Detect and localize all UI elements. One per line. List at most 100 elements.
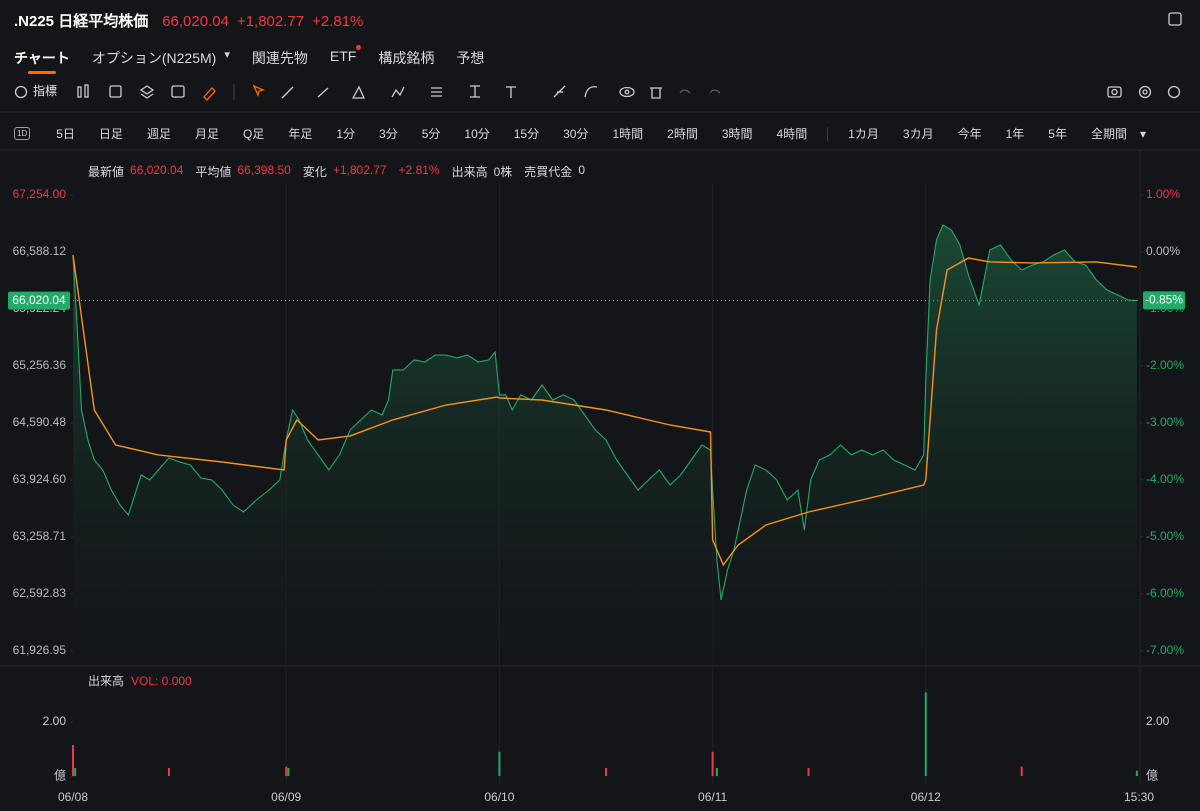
volume-tick-label: 2.00 — [43, 714, 67, 728]
interval-button[interactable]: 5分 — [421, 127, 441, 141]
last-pct-box — [1143, 291, 1185, 310]
header: .N225 日経平均株価 66,020.04 +1,802.77 +2.81% — [14, 10, 363, 31]
tab[interactable]: ETF — [330, 45, 362, 74]
last-pct-label: -0.85% — [1145, 293, 1183, 307]
y-tick-label: 61,926.95 — [13, 643, 67, 657]
volume-bar — [605, 767, 607, 777]
info-bar: 最新値 66,020.04 平均値 66,398.50 変化 +1,802.77 +2.81… — [88, 163, 591, 180]
info-value: 0株 — [493, 165, 513, 179]
volume-bar — [285, 766, 288, 777]
info-label: 平均値 — [195, 165, 232, 179]
range-button[interactable]: 1カ月 — [848, 127, 879, 141]
dropdown-arrow[interactable]: ▾ — [224, 49, 230, 61]
price-area — [73, 224, 1137, 665]
volume-bar — [1020, 766, 1023, 777]
x-tick-label: 06/12 — [911, 790, 941, 804]
last-value-box — [8, 291, 70, 310]
info-value: 66,398.50 — [237, 163, 291, 177]
interval-button[interactable]: 3時間 — [721, 127, 753, 141]
y2-tick-label: -7.00% — [1146, 643, 1184, 657]
x-tick-label: 15:30 — [1124, 790, 1154, 804]
change-pct: +2.81% — [312, 13, 364, 30]
volume-bar — [72, 745, 74, 777]
info-label: 出来高 — [451, 165, 488, 179]
volume-bar — [287, 767, 290, 777]
indicator-button[interactable]: 指標 — [33, 83, 57, 98]
range-button[interactable]: 全期間 — [1090, 127, 1127, 141]
average-line — [72, 254, 1137, 567]
info-value: 0 — [578, 163, 585, 177]
interval-button[interactable]: 30分 — [563, 127, 589, 141]
y-tick-label: 63,924.60 — [13, 472, 67, 486]
tab[interactable]: 構成銘柄 — [378, 50, 435, 66]
timeframes: 1D 5日 日足 週足 月足 Q足 年足 1分 3分 5分 10分 15分 30分 1時間 2時間 3時間 4… — [14, 121, 1147, 146]
info-label: 変化 — [302, 165, 327, 179]
interval-button[interactable]: 年足 — [288, 127, 313, 141]
y2-tick-label: 0.00% — [1146, 244, 1180, 258]
tab[interactable]: 関連先物 — [251, 50, 308, 66]
volume-title: 出来高 — [88, 674, 124, 688]
x-tick-label: 06/10 — [484, 790, 514, 804]
tab[interactable]: 予想 — [456, 50, 485, 66]
volume-subtitle: VOL: 0.000 — [131, 674, 192, 688]
y2-tick-label: -6.00% — [1146, 586, 1184, 600]
interval-button[interactable]: Q足 — [242, 127, 265, 141]
volume-bar — [1135, 770, 1138, 777]
interval-button[interactable]: 2時間 — [667, 127, 698, 141]
y-tick-label: 66,588.12 — [13, 244, 67, 258]
volume-tick-label: 億 — [54, 768, 66, 782]
y2-tick-label: -3.00% — [1146, 415, 1184, 429]
interval-button[interactable]: 1時間 — [612, 127, 644, 141]
interval-button[interactable]: 月足 — [194, 127, 219, 141]
info-value: +1,802.77 — [332, 163, 387, 177]
range-button[interactable]: 今年 — [957, 127, 982, 141]
y-tick-label: 65,256.36 — [13, 358, 67, 372]
y2-tick-label: -4.00% — [1146, 472, 1184, 486]
tab[interactable]: オプション(N225M) — [91, 50, 217, 66]
volume-bar — [498, 751, 501, 777]
volume-bar — [807, 767, 810, 777]
interval-button[interactable]: 週足 — [146, 127, 171, 141]
last-value-label: 66,020.04 — [12, 293, 66, 307]
tabs: チャート オプション(N225M) ▾ 関連先物 ETF 構成銘柄 予想 — [14, 45, 485, 74]
toolbar-icons[interactable] — [14, 12, 1182, 101]
interval-button[interactable]: 15分 — [513, 127, 540, 141]
y-tick-label: 67,254.00 — [13, 187, 67, 201]
price-line — [72, 224, 1137, 601]
tab[interactable]: チャート — [14, 48, 70, 74]
symbol-title: .N225 日経平均株価 — [14, 13, 149, 30]
info-label: 最新値 — [88, 165, 125, 179]
volume-bar — [924, 692, 927, 777]
dropdown-arrow[interactable]: ▾ — [1140, 126, 1147, 141]
y-tick-label: 63,258.71 — [13, 529, 67, 543]
period-icon[interactable]: 1D — [14, 127, 31, 140]
x-tick-label: 06/11 — [698, 790, 727, 804]
y2-tick-label: 1.00% — [1146, 187, 1180, 201]
volume-bar — [715, 767, 718, 777]
volume-tick-label-right: 2.00 — [1146, 714, 1170, 728]
volume-bar — [74, 767, 77, 777]
x-tick-label: 06/09 — [271, 790, 301, 804]
interval-button[interactable]: 1分 — [336, 127, 356, 141]
interval-button[interactable]: 日足 — [98, 127, 123, 141]
range-button[interactable]: 3カ月 — [902, 127, 934, 141]
volume-bar — [167, 767, 170, 777]
range-button[interactable]: 5年 — [1048, 127, 1067, 141]
interval-button[interactable]: 5日 — [56, 127, 75, 141]
info-label: 売買代金 — [524, 165, 573, 179]
y2-tick-label: -2.00% — [1146, 358, 1184, 372]
price: 66,020.04 — [162, 13, 229, 30]
x-tick-label: 06/08 — [58, 790, 88, 804]
y-tick-label: 62,592.83 — [13, 586, 67, 600]
info-value: 66,020.04 — [130, 163, 184, 177]
interval-button[interactable]: 4時間 — [776, 127, 808, 141]
volume-bar — [711, 751, 714, 777]
separator — [827, 126, 829, 141]
interval-button[interactable]: 3分 — [379, 127, 398, 141]
interval-button[interactable]: 10分 — [464, 127, 490, 141]
y2-tick-label: -5.00% — [1146, 529, 1184, 543]
range-button[interactable]: 1年 — [1005, 127, 1025, 141]
